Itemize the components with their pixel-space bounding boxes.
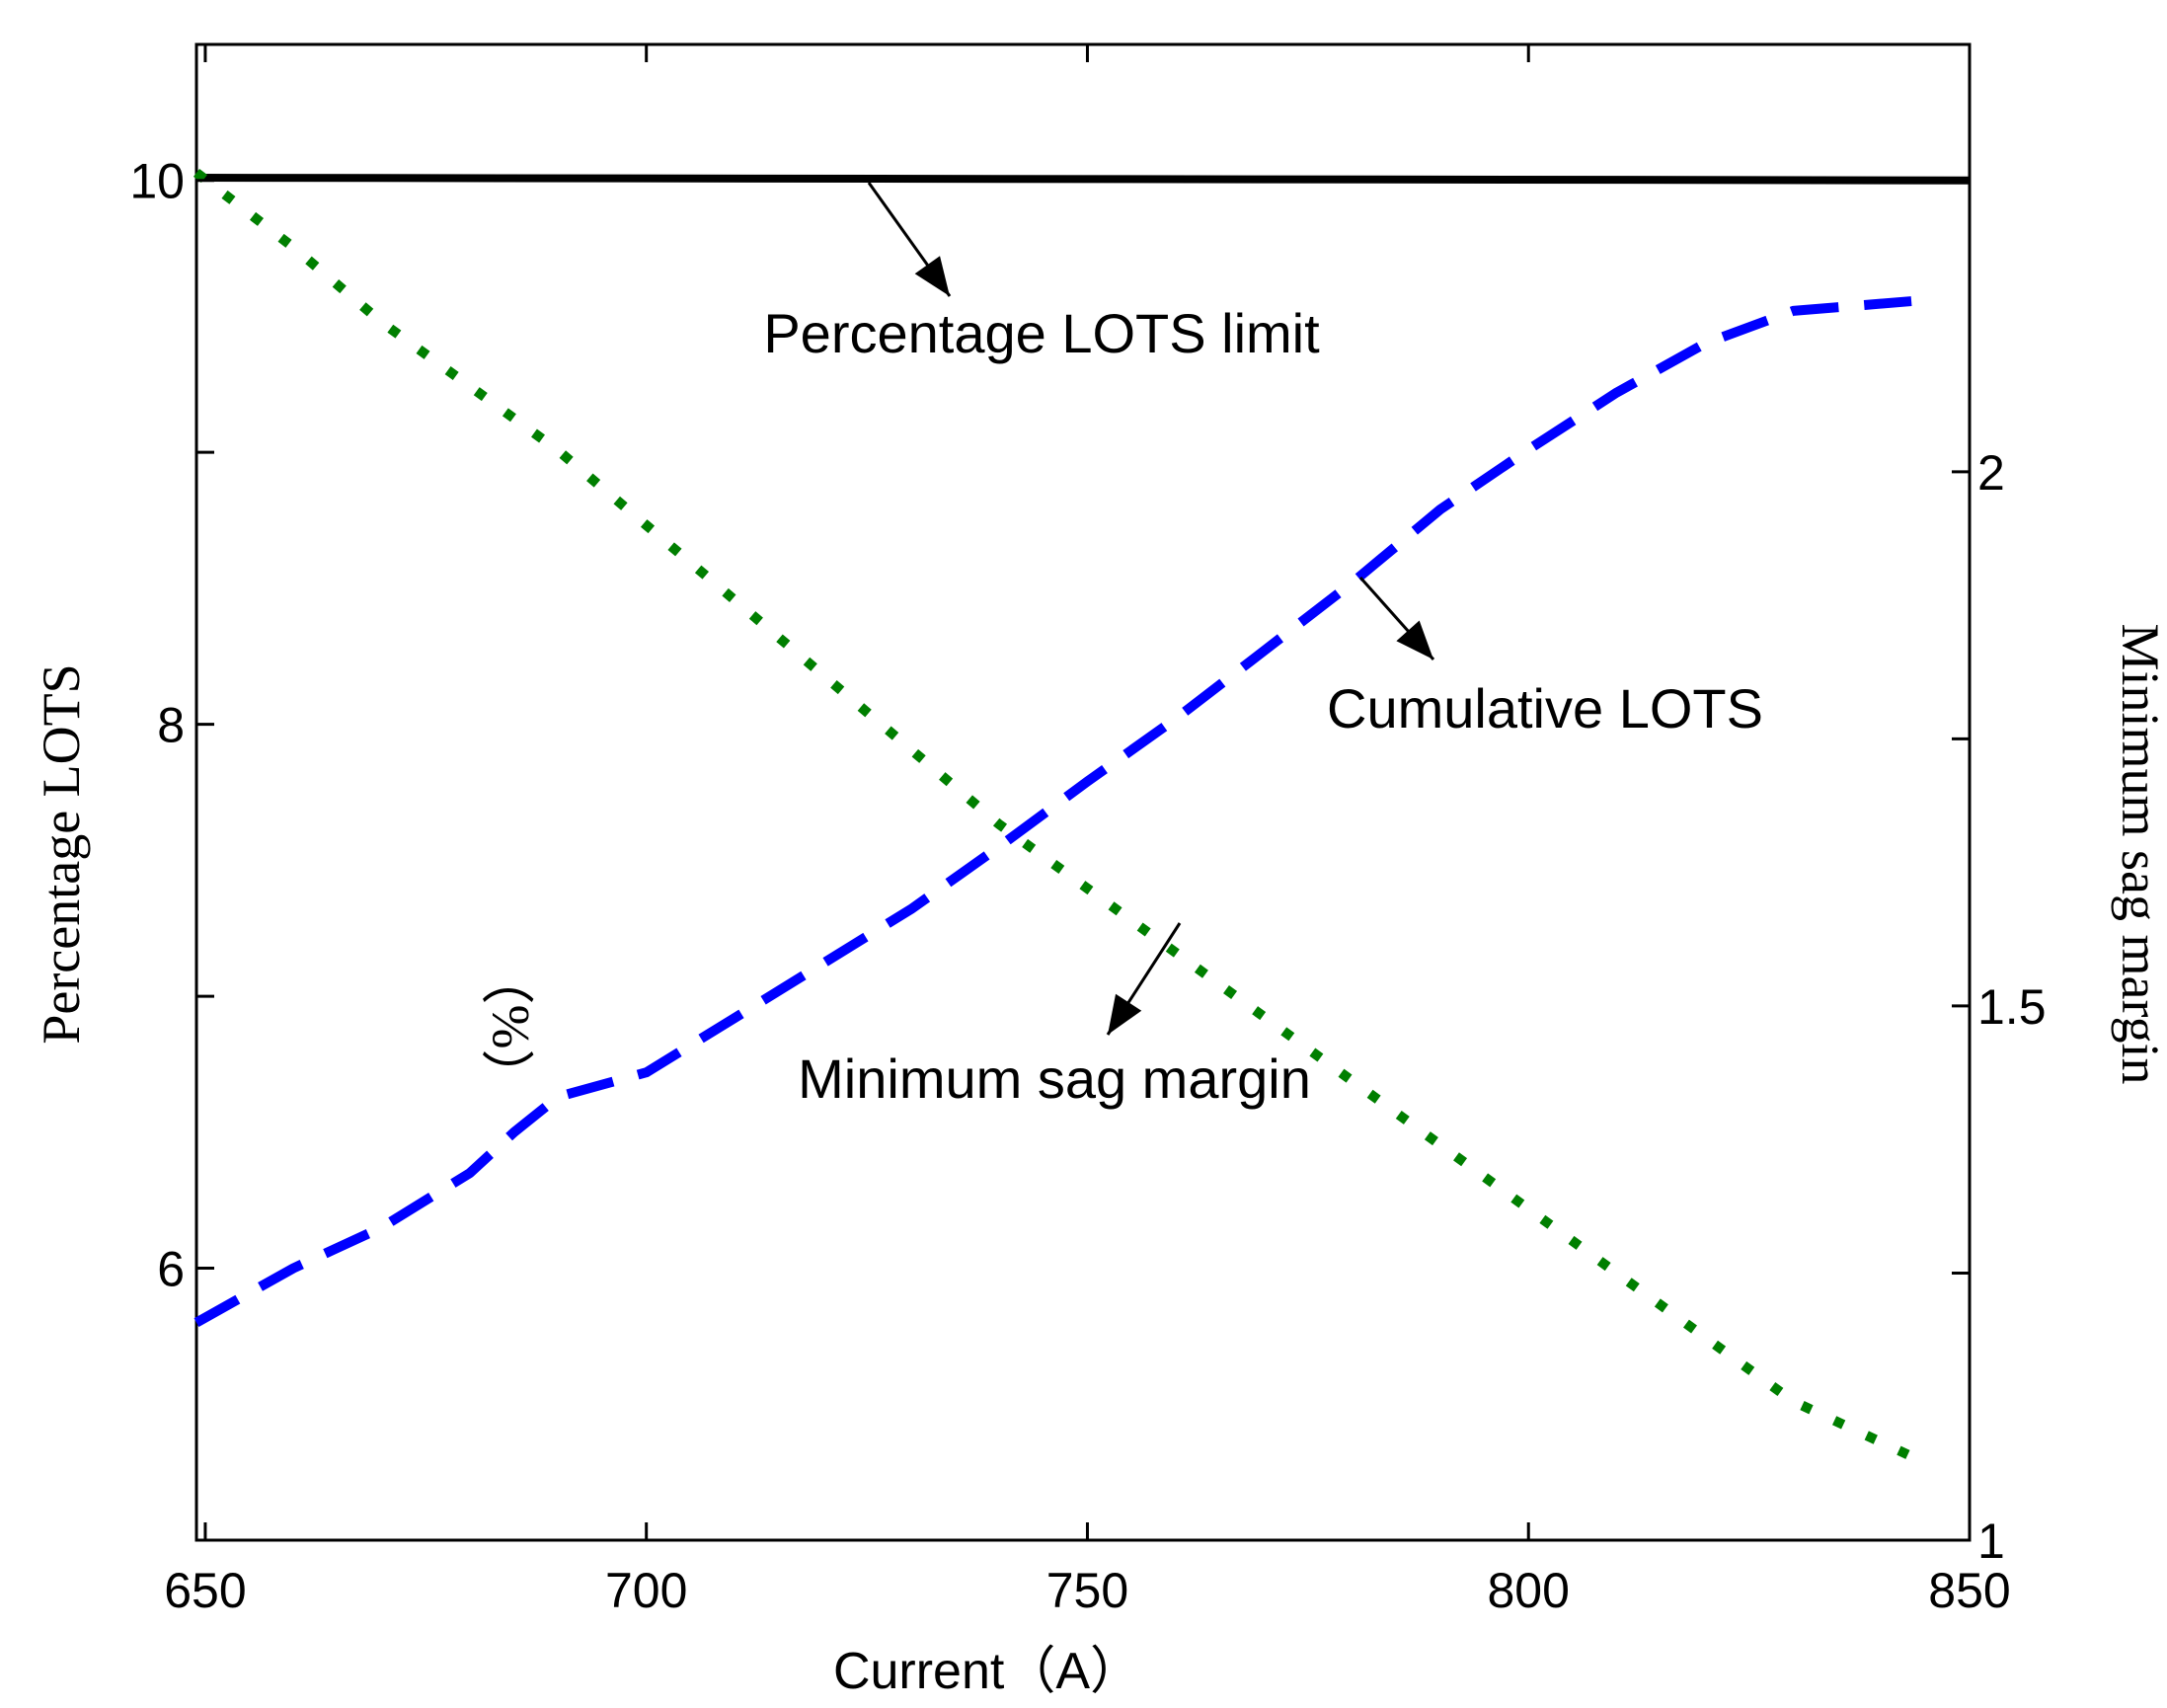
right-y-tick-label-1: 1.5 bbox=[1977, 979, 2047, 1035]
right-y-axis-title: Minimum sag margin bbox=[2111, 624, 2167, 1085]
left-y-tick-label-0: 6 bbox=[157, 1242, 185, 1297]
annotation-arrows bbox=[867, 182, 1435, 1036]
left-y-tick-label-2: 10 bbox=[129, 154, 185, 209]
x-axis-title: Current（A） bbox=[833, 1643, 1141, 1700]
x-tick-label-1: 700 bbox=[605, 1563, 687, 1618]
arrow-cumulative-lots bbox=[1358, 577, 1435, 660]
right-y-tick-label-0: 1 bbox=[1977, 1514, 2005, 1569]
plot-frame bbox=[194, 42, 1972, 1542]
left-y-axis-unit: （%） bbox=[481, 952, 540, 1103]
series-line-minimum-sag-margin bbox=[193, 168, 1910, 1459]
arrow-lots-limit bbox=[867, 182, 952, 297]
x-tick-label-4: 850 bbox=[1928, 1563, 2010, 1618]
left-y-tick-label-1: 8 bbox=[157, 698, 185, 753]
x-tick-label-2: 750 bbox=[1046, 1563, 1128, 1618]
annotation-cumulative-lots: Cumulative LOTS bbox=[1327, 677, 1763, 739]
right-y-tick-label-2: 2 bbox=[1977, 445, 2005, 501]
x-tick-label-0: 650 bbox=[164, 1563, 246, 1618]
annotation-min-sag-margin: Minimum sag margin bbox=[798, 1048, 1311, 1110]
x-tick-label-3: 800 bbox=[1488, 1563, 1570, 1618]
arrow-min-sag-margin bbox=[1106, 922, 1182, 1036]
left-y-axis-title: Percentage LOTS bbox=[32, 663, 91, 1044]
annotation-lots-limit: Percentage LOTS limit bbox=[763, 302, 1320, 364]
series-layer bbox=[193, 168, 1971, 1459]
text-layer: Current（A） Percentage LOTS （%） Minimum s… bbox=[32, 302, 2167, 1700]
series-line-cumulative-lots bbox=[193, 294, 1926, 1327]
series-line-percentage-lots-limit bbox=[195, 174, 1971, 185]
tick-layer: 650 700 750 800 850 6 8 10 1 1.5 2 bbox=[129, 44, 2047, 1618]
